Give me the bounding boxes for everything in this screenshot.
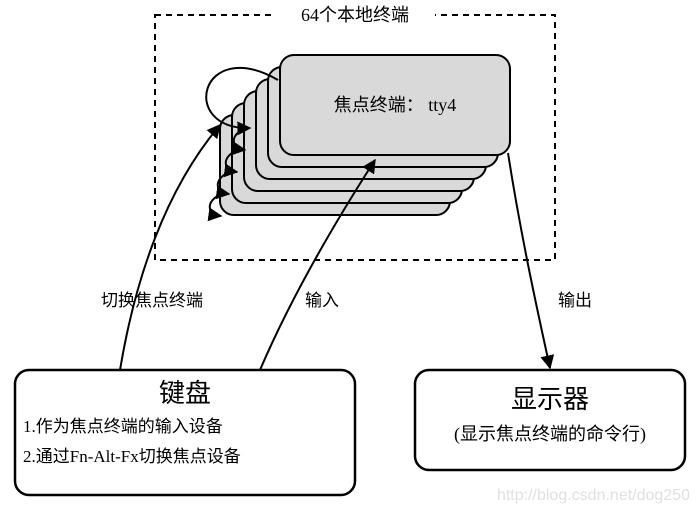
- keyboard-line-1: 2.通过Fn-Alt-Fx切换焦点设备: [23, 447, 241, 466]
- edge-switch: [120, 125, 220, 370]
- keyboard-line-0: 1.作为焦点终端的输入设备: [23, 417, 223, 436]
- container-label: 64个本地终端: [301, 5, 409, 25]
- edge-label-input: 输入: [305, 291, 339, 310]
- keyboard-title: 键盘: [159, 379, 211, 408]
- focused-terminal-label: 焦点终端： tty4: [334, 95, 457, 115]
- monitor-title: 显示器: [511, 385, 589, 414]
- watermark: http://blog.csdn.net/dog250: [497, 487, 690, 504]
- edge-label-switch: 切换焦点终端: [101, 291, 203, 310]
- edge-label-output: 输出: [558, 291, 592, 310]
- monitor-subtitle: (显示焦点终端的命令行): [454, 424, 646, 445]
